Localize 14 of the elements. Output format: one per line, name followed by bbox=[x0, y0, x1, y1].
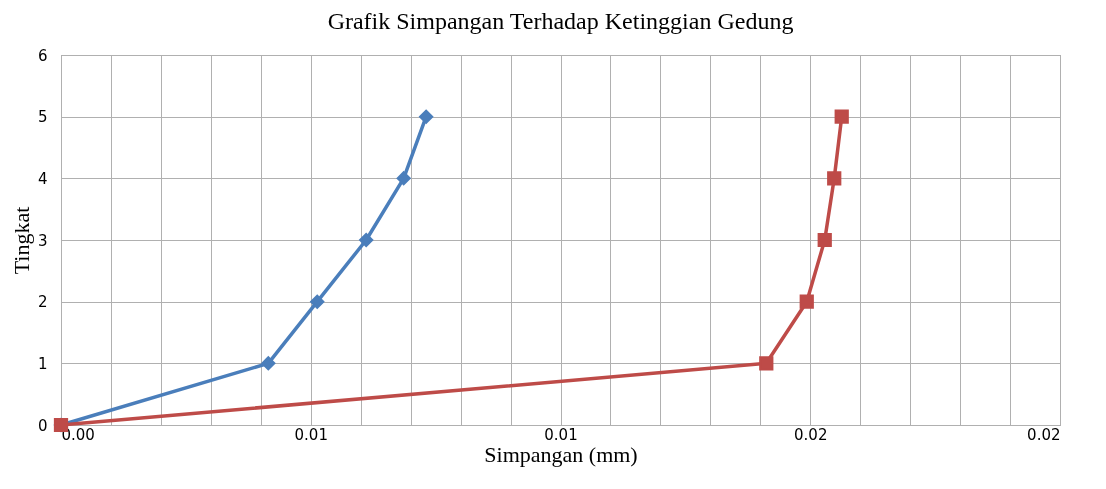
y-tick-label: 6 bbox=[37, 46, 48, 65]
x-tick-label: 0.01 bbox=[294, 425, 328, 444]
x-axis-title: Simpangan (mm) bbox=[484, 441, 638, 467]
y-tick-label: 4 bbox=[37, 169, 48, 188]
y-tick-label: 2 bbox=[37, 293, 48, 312]
x-tick-label: 0.02 bbox=[1027, 425, 1061, 444]
y-tick-label: 1 bbox=[37, 354, 48, 373]
y-tick-label: 0 bbox=[37, 416, 48, 435]
y-axis-title: Tingkat bbox=[8, 206, 34, 275]
y-tick-label: 5 bbox=[37, 108, 48, 127]
x-tick-label: 0.01 bbox=[544, 425, 578, 444]
chart-title: Grafik Simpangan Terhadap Ketinggian Gedung bbox=[327, 8, 794, 34]
y-tick-label: 3 bbox=[37, 231, 48, 250]
x-tick-label: 0.02 bbox=[794, 425, 828, 444]
